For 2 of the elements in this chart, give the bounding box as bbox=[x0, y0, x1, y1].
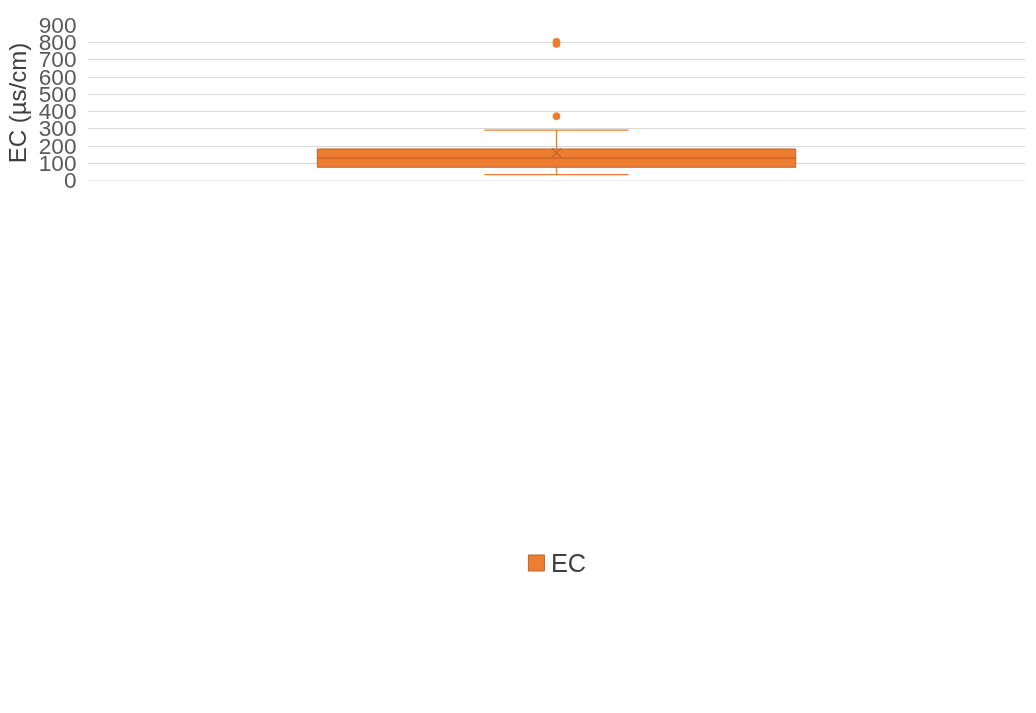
legend-label: EC bbox=[550, 548, 587, 578]
y-axis-title: EC (µs/cm) bbox=[3, 42, 31, 164]
